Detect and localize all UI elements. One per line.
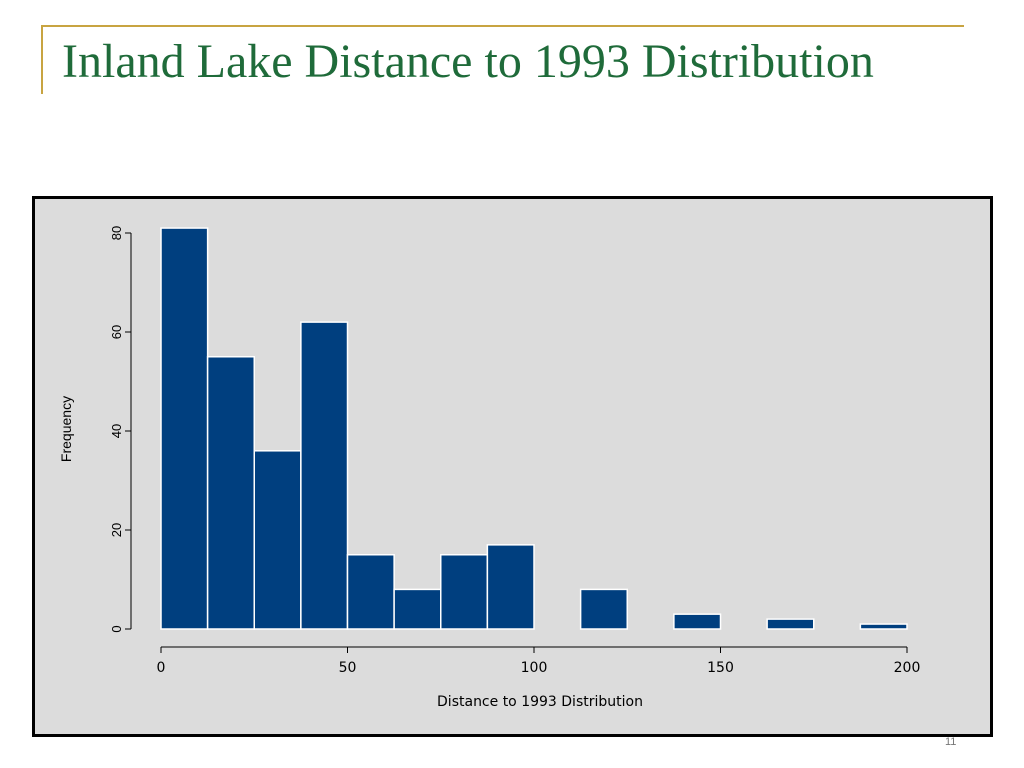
histogram-bar bbox=[160, 227, 209, 630]
histogram-bar bbox=[253, 450, 302, 630]
x-tick-label: 50 bbox=[339, 660, 357, 676]
y-axis-label: Frequency bbox=[58, 396, 74, 462]
title-left-rule bbox=[41, 26, 43, 94]
histogram-bar bbox=[579, 588, 628, 630]
histogram-bar bbox=[206, 356, 255, 630]
chart-frame: 0 20 40 60 80 0 50 100 150 200 Distance to 1993 D… bbox=[32, 196, 993, 737]
y-tick-label: 40 bbox=[109, 424, 124, 438]
histogram-bar bbox=[346, 554, 395, 630]
histogram-bar bbox=[673, 613, 722, 630]
y-tick-label: 0 bbox=[109, 625, 124, 632]
slide-number: 11 bbox=[945, 736, 957, 748]
histogram-bar bbox=[300, 321, 349, 630]
x-tick-label: 0 bbox=[157, 660, 166, 676]
histogram-bar bbox=[440, 554, 489, 630]
x-tick-label: 150 bbox=[707, 660, 734, 676]
histogram-bar bbox=[766, 618, 815, 630]
y-tick-label: 20 bbox=[109, 523, 124, 537]
histogram-bar bbox=[486, 544, 535, 630]
slide-title: Inland Lake Distance to 1993 Distributio… bbox=[62, 35, 874, 88]
y-tick-label: 60 bbox=[109, 325, 124, 339]
title-top-rule bbox=[41, 25, 964, 27]
x-tick-label: 200 bbox=[894, 660, 921, 676]
histogram-bar bbox=[393, 588, 442, 630]
y-tick-label: 80 bbox=[109, 226, 124, 240]
histogram-chart: 0 20 40 60 80 0 50 100 150 200 Distance to 1993 D… bbox=[58, 226, 920, 710]
histogram-bar bbox=[859, 623, 908, 630]
x-tick-label: 100 bbox=[521, 660, 548, 676]
x-axis-label: Distance to 1993 Distribution bbox=[437, 694, 643, 710]
axes-group: 0 20 40 60 80 0 50 100 150 200 bbox=[109, 226, 920, 676]
bars-group bbox=[160, 227, 908, 630]
